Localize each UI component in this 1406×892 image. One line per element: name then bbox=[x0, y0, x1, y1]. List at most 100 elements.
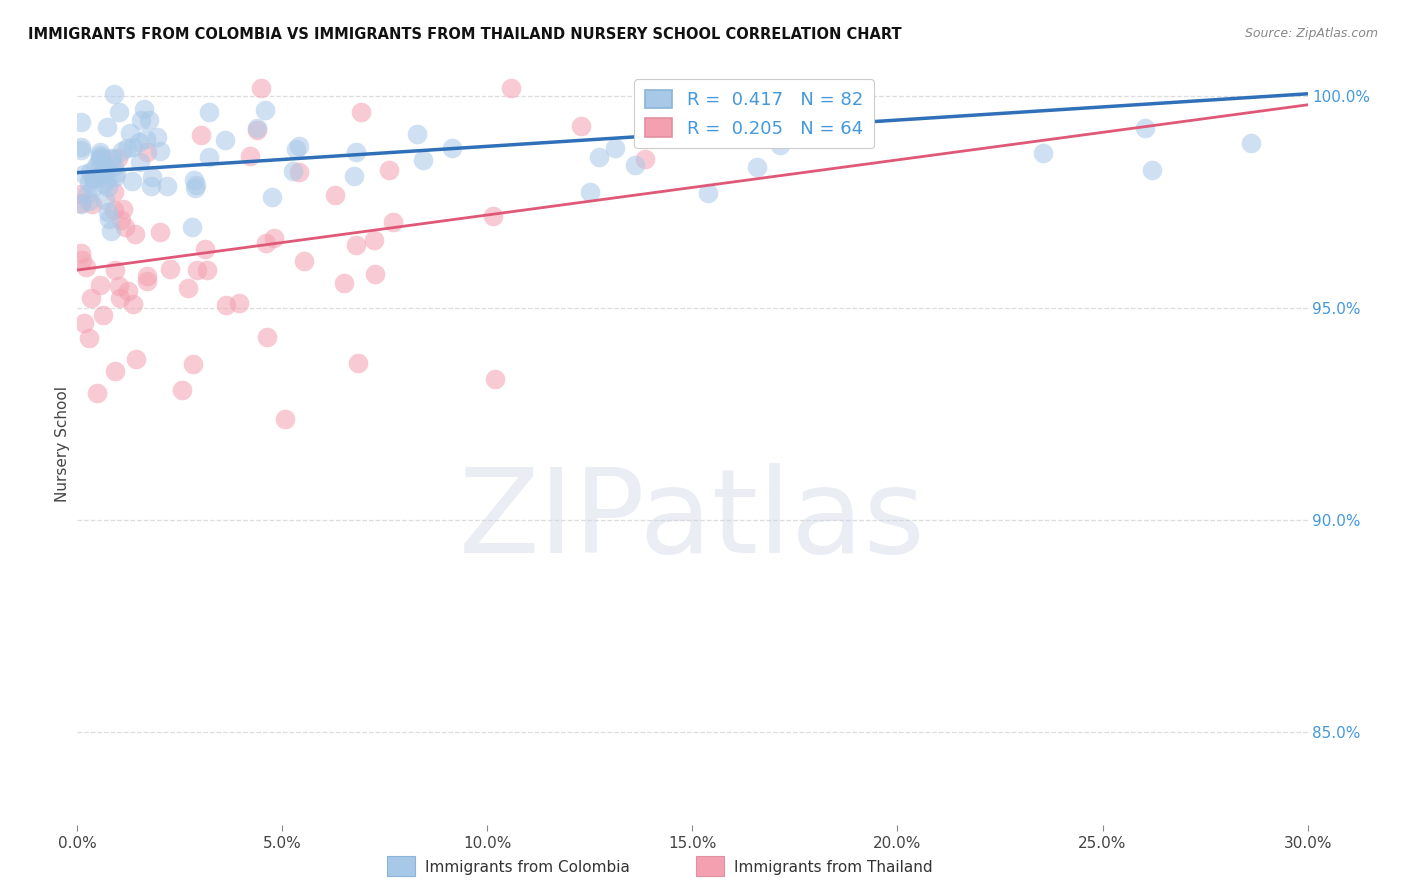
Point bbox=[263, 231, 285, 245]
Point bbox=[73, 316, 96, 330]
Point bbox=[114, 219, 136, 234]
Point bbox=[111, 144, 134, 158]
Point bbox=[104, 170, 127, 185]
Point bbox=[180, 220, 202, 235]
Point bbox=[112, 202, 135, 216]
Point bbox=[292, 254, 315, 268]
Point bbox=[70, 253, 93, 268]
Point bbox=[579, 185, 602, 199]
Point bbox=[333, 277, 356, 291]
Point bbox=[246, 121, 269, 136]
Point bbox=[250, 80, 273, 95]
Point bbox=[139, 178, 162, 193]
Point bbox=[588, 150, 610, 164]
Point bbox=[70, 246, 93, 260]
Point bbox=[107, 151, 129, 165]
Point bbox=[96, 120, 118, 134]
Point bbox=[149, 144, 172, 158]
Point bbox=[484, 371, 506, 385]
Point bbox=[350, 104, 373, 119]
Point bbox=[159, 262, 181, 277]
Point bbox=[110, 212, 132, 227]
Point bbox=[90, 169, 112, 183]
Point bbox=[70, 186, 93, 201]
Point bbox=[70, 143, 93, 157]
Legend: R =  0.417   N = 82, R =  0.205   N = 64: R = 0.417 N = 82, R = 0.205 N = 64 bbox=[634, 79, 873, 148]
Point bbox=[172, 384, 194, 398]
Point bbox=[136, 145, 159, 159]
Point bbox=[97, 205, 120, 219]
Point bbox=[121, 174, 143, 188]
Point bbox=[623, 158, 645, 172]
Point bbox=[603, 141, 626, 155]
Point bbox=[501, 80, 523, 95]
Point bbox=[117, 284, 139, 298]
Y-axis label: Nursery School: Nursery School bbox=[55, 385, 70, 502]
Point bbox=[135, 269, 157, 284]
Point bbox=[115, 141, 138, 155]
Point bbox=[100, 152, 122, 166]
Point bbox=[73, 167, 96, 181]
Point bbox=[281, 164, 304, 178]
Point bbox=[124, 227, 146, 242]
Text: Source: ZipAtlas.com: Source: ZipAtlas.com bbox=[1244, 27, 1378, 40]
Point bbox=[94, 160, 117, 174]
Point bbox=[128, 155, 150, 169]
Point bbox=[569, 120, 592, 134]
Point bbox=[363, 233, 385, 247]
Point bbox=[135, 132, 157, 146]
Point bbox=[93, 193, 115, 207]
Point bbox=[91, 308, 114, 322]
Point bbox=[93, 177, 115, 191]
Point bbox=[405, 127, 427, 141]
Point bbox=[82, 197, 104, 211]
Point bbox=[89, 151, 111, 165]
Point bbox=[288, 139, 311, 153]
Point bbox=[104, 364, 127, 378]
Point bbox=[103, 202, 125, 217]
Point bbox=[118, 127, 141, 141]
Point bbox=[183, 172, 205, 186]
Point bbox=[100, 224, 122, 238]
Point bbox=[93, 166, 115, 180]
Point bbox=[769, 138, 792, 153]
Point bbox=[97, 179, 120, 194]
Point bbox=[129, 112, 152, 127]
Point bbox=[745, 160, 768, 174]
Point bbox=[128, 135, 150, 149]
Point bbox=[77, 194, 100, 209]
Point bbox=[347, 356, 370, 370]
Point bbox=[89, 145, 111, 159]
Point bbox=[198, 105, 221, 120]
Point bbox=[239, 149, 262, 163]
Point bbox=[76, 186, 98, 201]
Point bbox=[87, 154, 110, 169]
Point bbox=[103, 159, 125, 173]
Point bbox=[156, 179, 179, 194]
Point bbox=[77, 330, 100, 344]
Text: Immigrants from Colombia: Immigrants from Colombia bbox=[425, 860, 630, 874]
Point bbox=[105, 166, 128, 180]
Text: IMMIGRANTS FROM COLOMBIA VS IMMIGRANTS FROM THAILAND NURSERY SCHOOL CORRELATION : IMMIGRANTS FROM COLOMBIA VS IMMIGRANTS F… bbox=[28, 27, 901, 42]
Point bbox=[284, 142, 307, 156]
Point bbox=[177, 280, 200, 294]
Point bbox=[136, 274, 159, 288]
Point bbox=[79, 165, 101, 179]
Point bbox=[197, 263, 219, 277]
Point bbox=[262, 189, 284, 203]
Point bbox=[84, 159, 107, 173]
Point bbox=[343, 169, 366, 183]
Point bbox=[323, 187, 346, 202]
Point bbox=[82, 180, 104, 194]
Point bbox=[246, 123, 269, 137]
Point bbox=[103, 185, 125, 199]
Point bbox=[70, 140, 93, 154]
Point bbox=[228, 296, 250, 310]
Point bbox=[82, 171, 104, 186]
Point bbox=[288, 164, 311, 178]
Point bbox=[80, 291, 103, 305]
Point bbox=[122, 297, 145, 311]
Point bbox=[755, 109, 778, 123]
Point bbox=[83, 171, 105, 186]
Point bbox=[378, 162, 401, 177]
